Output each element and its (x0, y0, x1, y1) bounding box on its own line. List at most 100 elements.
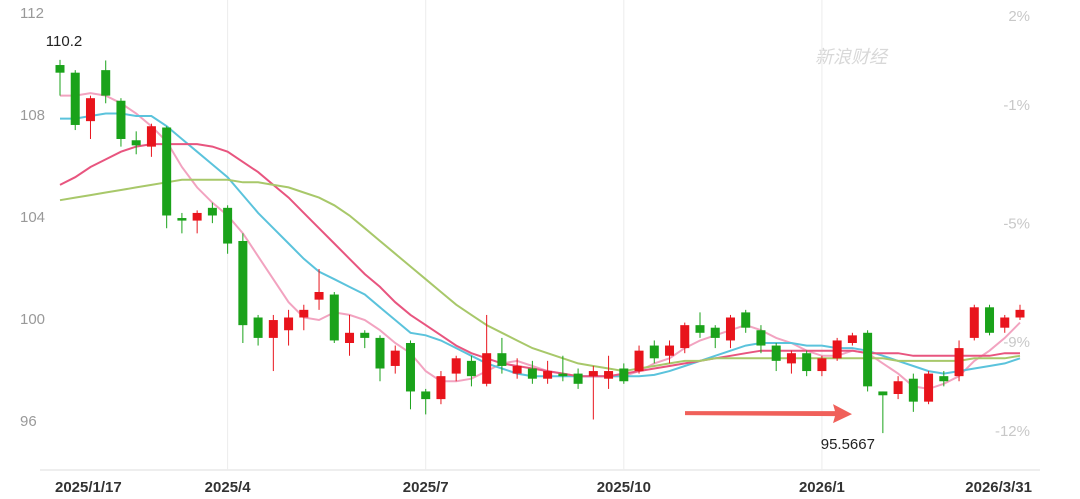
candle (817, 355, 827, 377)
candle (268, 314, 278, 372)
y2-tick-label: -9% (1003, 334, 1030, 351)
candle-body (177, 218, 187, 221)
candle (527, 360, 537, 384)
candle-body (146, 126, 156, 147)
candle (436, 371, 446, 405)
candle (543, 360, 553, 384)
candle-body (299, 309, 309, 318)
candle-body (786, 353, 796, 364)
candle (1015, 304, 1025, 321)
candle (192, 210, 202, 234)
candle (665, 340, 675, 364)
candle-body (649, 345, 659, 359)
candle-body (482, 353, 492, 384)
candle-body (573, 373, 583, 384)
candle (604, 355, 614, 389)
candle (1000, 314, 1010, 333)
watermark: 新浪财经 (815, 47, 889, 67)
candle (162, 126, 172, 229)
candle (695, 312, 705, 338)
candle-body (70, 72, 80, 125)
candle-body (345, 332, 355, 344)
candle-body (101, 70, 111, 96)
candle (85, 95, 95, 139)
candle (863, 330, 873, 392)
candle (329, 291, 339, 344)
candle-body (375, 337, 385, 369)
ma-lines (59, 92, 1021, 390)
ma-line (60, 112, 1021, 378)
candle-body (817, 358, 827, 372)
candle-body (665, 345, 675, 356)
candle (786, 350, 796, 374)
candle (253, 314, 263, 346)
candle-body (908, 378, 918, 402)
candle (634, 345, 644, 374)
x-tick-label: 2025/4 (205, 479, 252, 496)
candle-body (543, 371, 553, 379)
candle-body (421, 391, 431, 400)
candle (619, 363, 629, 384)
candle-body (680, 325, 690, 349)
candle-body (619, 368, 629, 382)
candle (680, 322, 690, 354)
candle-body (604, 371, 614, 379)
candle-body (405, 343, 415, 392)
candle (482, 314, 492, 387)
candle-body (192, 212, 202, 221)
candle (969, 304, 979, 341)
candle-body (725, 317, 735, 341)
candle (101, 60, 111, 104)
candle-body (802, 353, 812, 372)
candle (741, 309, 751, 333)
candle (588, 365, 598, 420)
candle-body (863, 332, 873, 387)
candle-body (634, 350, 644, 372)
candle-body (329, 294, 339, 341)
candle-body (512, 365, 522, 374)
candle-body (939, 376, 949, 382)
candle (116, 98, 126, 147)
y-tick-label: 96 (20, 413, 37, 430)
ma-line (59, 143, 1020, 378)
candle-body (832, 340, 842, 359)
candle-body (969, 307, 979, 338)
candle (771, 343, 781, 372)
candle-body (466, 360, 476, 377)
candle (649, 340, 659, 364)
ma-line (59, 178, 1021, 373)
candle-body (847, 335, 857, 344)
candle-body (558, 373, 568, 377)
candle-body (85, 98, 95, 122)
x-tick-label: 2025/10 (597, 479, 651, 496)
candle (451, 355, 461, 382)
y-tick-label: 112 (20, 5, 44, 22)
candle (360, 330, 370, 349)
candle-body (55, 65, 65, 73)
candle-body (985, 307, 995, 333)
candle (832, 337, 842, 361)
candle (924, 371, 934, 405)
candle-body (207, 207, 217, 216)
y2-tick-label: 2% (1008, 8, 1030, 25)
candle (405, 340, 415, 410)
candle-body (756, 330, 766, 346)
candle (939, 371, 949, 387)
candle (70, 70, 80, 131)
x-tick-label: 2026/1 (799, 479, 845, 496)
candle (985, 304, 995, 336)
candle (223, 205, 233, 254)
candle (756, 325, 766, 354)
candle (710, 325, 720, 349)
candle (314, 269, 324, 310)
candle (238, 233, 248, 344)
candle (421, 388, 431, 415)
candle-body (162, 127, 172, 216)
candle-body (436, 376, 446, 400)
candle (908, 373, 918, 412)
candle (375, 335, 385, 382)
ma-line (60, 92, 1021, 390)
candle-body (741, 312, 751, 328)
candle (146, 123, 156, 157)
candle-body (710, 327, 720, 338)
